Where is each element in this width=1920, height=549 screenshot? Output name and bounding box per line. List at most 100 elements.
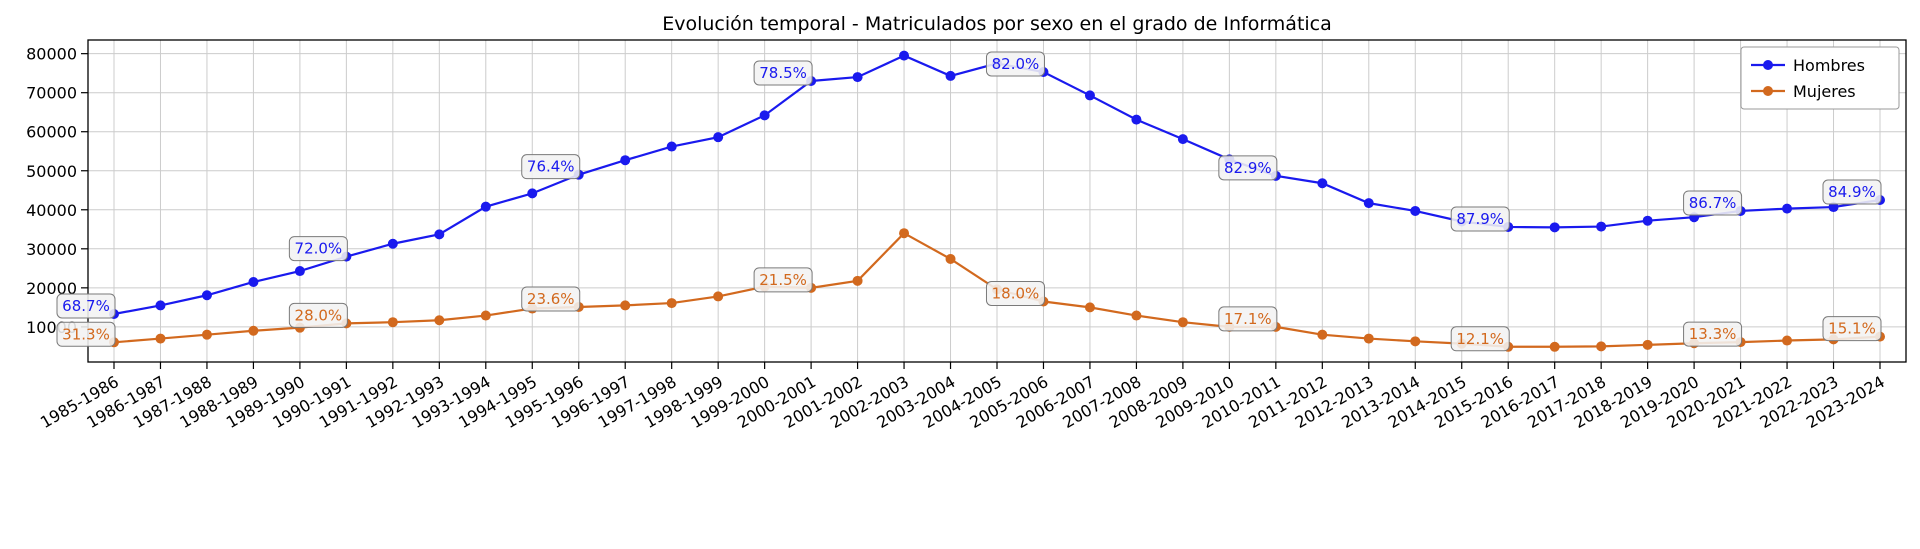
data-point-hombres	[1177, 134, 1188, 145]
annotation-box	[1822, 316, 1882, 342]
data-point-hombres	[759, 110, 770, 121]
data-point-hombres	[1317, 178, 1328, 189]
data-point-hombres	[480, 201, 491, 212]
annotation-box	[753, 267, 813, 293]
data-point-hombres	[201, 290, 212, 301]
data-point-mujeres	[852, 275, 863, 286]
data-point-mujeres	[945, 253, 956, 264]
annotation-box	[288, 236, 348, 262]
data-point-mujeres	[480, 310, 491, 321]
data-point-hombres	[852, 72, 863, 83]
annotation-label: 82.9%	[1224, 159, 1272, 177]
data-point-hombres	[1084, 90, 1095, 101]
data-point-mujeres	[1410, 336, 1421, 347]
annotation-box	[985, 51, 1045, 77]
data-point-hombres	[713, 132, 724, 143]
data-point-mujeres	[1642, 339, 1653, 350]
data-point-mujeres	[1177, 317, 1188, 328]
annotation-label: 78.5%	[759, 64, 807, 82]
data-point-mujeres	[1782, 335, 1793, 346]
y-axis-tick-label: 50000	[26, 162, 77, 181]
y-axis-tick-label: 60000	[26, 123, 77, 142]
data-point-hombres	[387, 238, 398, 249]
annotation-label: 13.3%	[1689, 325, 1737, 343]
annotation-label: 18.0%	[992, 285, 1040, 303]
data-point-mujeres	[1363, 333, 1374, 344]
legend-item-label: Hombres	[1793, 56, 1865, 75]
data-point-mujeres	[620, 300, 631, 311]
data-point-hombres	[945, 70, 956, 81]
y-axis-tick-label: 20000	[26, 279, 77, 298]
annotation-label: 87.9%	[1456, 210, 1504, 228]
data-point-mujeres	[1131, 310, 1142, 321]
data-point-hombres	[1410, 205, 1421, 216]
data-point-hombres	[155, 300, 166, 311]
annotation-box	[1218, 155, 1278, 181]
annotation-label: 84.9%	[1828, 183, 1876, 201]
annotation-box	[1822, 179, 1882, 205]
legend-item-label: Mujeres	[1793, 82, 1856, 101]
data-point-mujeres	[1596, 341, 1607, 352]
annotation-box	[753, 60, 813, 86]
data-point-mujeres	[1317, 329, 1328, 340]
annotation-label: 17.1%	[1224, 310, 1272, 328]
data-point-hombres	[1596, 221, 1607, 232]
annotation-label: 31.3%	[62, 325, 110, 343]
annotation-box	[985, 281, 1045, 307]
annotation-box	[1450, 326, 1510, 352]
data-point-hombres	[434, 229, 445, 240]
data-point-hombres	[620, 155, 631, 166]
data-point-hombres	[248, 276, 259, 287]
annotation-box	[288, 302, 348, 328]
data-point-mujeres	[387, 317, 398, 328]
annotation-box	[1683, 321, 1743, 347]
data-point-hombres	[527, 188, 538, 199]
annotation-label: 72.0%	[295, 240, 343, 258]
annotation-box	[1218, 306, 1278, 332]
annotation-box	[521, 154, 581, 180]
data-point-mujeres	[201, 329, 212, 340]
annotation-label: 21.5%	[759, 271, 807, 289]
data-point-mujeres	[434, 315, 445, 326]
data-point-hombres	[294, 266, 305, 277]
annotation-label: 68.7%	[62, 297, 110, 315]
annotation-label: 15.1%	[1828, 320, 1876, 338]
legend	[1740, 46, 1900, 110]
data-point-mujeres	[899, 228, 910, 239]
annotation-label: 76.4%	[527, 158, 575, 176]
data-point-mujeres	[155, 333, 166, 344]
legend-marker-sample	[1763, 60, 1773, 70]
annotation-box	[521, 286, 581, 312]
data-point-hombres	[1363, 198, 1374, 209]
data-point-hombres	[899, 50, 910, 61]
legend-marker-sample	[1763, 86, 1773, 96]
data-point-hombres	[1131, 114, 1142, 125]
annotation-label: 82.0%	[992, 55, 1040, 73]
annotation-box	[56, 321, 116, 347]
annotation-box	[56, 293, 116, 319]
y-axis-tick-label: 40000	[26, 201, 77, 220]
y-axis-tick-label: 70000	[26, 84, 77, 103]
data-point-hombres	[1549, 222, 1560, 233]
annotation-label: 23.6%	[527, 290, 575, 308]
data-point-mujeres	[713, 291, 724, 302]
annotation-box	[1683, 190, 1743, 216]
chart-title: Evolución temporal - Matriculados por se…	[662, 13, 1332, 35]
data-point-hombres	[1828, 202, 1839, 213]
data-point-mujeres	[1084, 302, 1095, 313]
data-point-hombres	[1782, 203, 1793, 214]
chart-generated-content: 1000020000300004000050000600007000080000…	[26, 39, 1907, 432]
y-axis-tick-label: 30000	[26, 240, 77, 259]
annotation-label: 28.0%	[295, 306, 343, 324]
data-point-mujeres	[248, 325, 259, 336]
data-point-mujeres	[666, 298, 677, 309]
data-point-hombres	[666, 141, 677, 152]
data-point-hombres	[1642, 215, 1653, 226]
annotation-box	[1450, 206, 1510, 232]
annotation-label: 12.1%	[1456, 330, 1504, 348]
annotation-label: 86.7%	[1689, 194, 1737, 212]
data-point-mujeres	[1549, 341, 1560, 352]
y-axis-tick-label: 80000	[26, 45, 77, 64]
